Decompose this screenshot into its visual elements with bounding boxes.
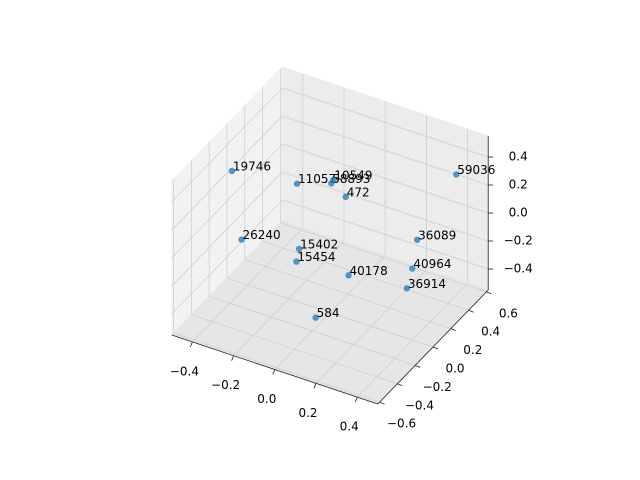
point-label: 15402 [300,237,338,251]
point [453,171,460,178]
grid-line [171,143,283,259]
y-tick-label: −0.4 [405,398,434,412]
point-label: 40178 [350,264,388,278]
grid-line [171,115,283,231]
x-tick [272,369,276,375]
z-tick-label: 0.4 [509,150,528,164]
point [330,176,337,184]
grid-line [209,296,416,366]
y-tick [397,383,403,387]
point-label: 15454 [297,250,335,264]
grid-line [173,332,380,403]
grid-line [191,314,398,385]
point-label: 584 [317,306,340,320]
grid-line [262,240,469,311]
y-tick-label: 0.0 [445,362,464,376]
x-tick [354,396,358,403]
x-tick-label: 0.0 [257,392,276,406]
point [345,272,352,279]
point-label: 472 [347,185,370,199]
y-tick [415,365,421,368]
point [342,193,349,201]
z-tick-label: 0.0 [509,206,528,220]
grid-line [244,259,451,329]
x-tick-label: 0.2 [298,406,317,420]
y-tick-label: 0.2 [463,343,482,357]
point [238,236,245,243]
grid-line [171,199,283,315]
point [413,236,421,243]
y-tick [432,346,439,350]
point-label: 36089 [418,228,456,242]
x-tick-label: 0.4 [340,420,359,434]
y-tick [468,309,474,313]
point-label: 11057 [298,172,336,186]
x-tick [190,341,193,348]
z-tick-label: −0.4 [504,262,533,276]
grid-line [282,171,489,242]
grid-line [171,171,283,287]
point-label: 19746 [233,159,271,173]
y-tick-label: −0.2 [423,380,452,394]
x-tick [313,383,317,389]
grid-line [282,199,489,270]
x-tick [231,355,234,361]
y-tick [379,401,385,405]
y-tick-label: −0.6 [387,417,416,431]
point-label: 59036 [457,163,495,177]
point [293,258,300,265]
grid-line [226,277,434,348]
y-tick [450,328,456,331]
y-tick-label: 0.6 [499,306,518,320]
point-label: 40964 [413,257,451,271]
point-label: 36914 [408,277,446,291]
grid-line [171,87,283,203]
point-label: 10549 [334,168,372,182]
x-tick-label: −0.4 [170,364,199,378]
grid-line [282,143,489,214]
point [409,265,416,272]
grid-line [280,222,487,293]
x-tick-label: −0.2 [211,378,240,392]
y-tick [486,291,492,295]
y-tick-label: 0.4 [481,325,500,339]
z-tick-label: −0.2 [504,234,533,248]
z-tick-label: 0.2 [509,178,528,192]
point [403,285,411,292]
point [293,180,301,187]
point [228,167,236,175]
grid-line [282,87,489,158]
point [295,245,303,253]
point-label: 58893 [332,172,370,186]
point-label: 26240 [242,228,280,242]
point [312,314,319,321]
